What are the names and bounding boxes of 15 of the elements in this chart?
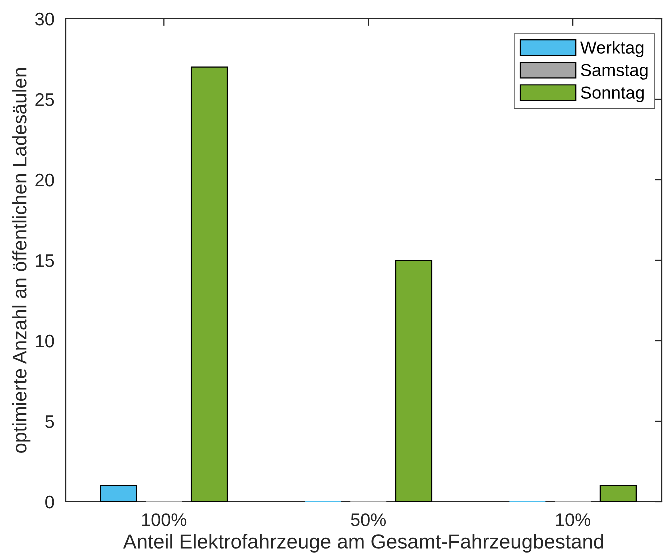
y-tick-label: 15: [36, 254, 54, 268]
x-axis-title: Anteil Elektrofahrzeuge am Gesamt-Fahrzeugbestand: [123, 534, 604, 553]
y-tick-label: 20: [36, 174, 54, 187]
y-axis-title: optimierte Anzahl an öffentlichen Ladesäulen: [12, 68, 31, 453]
y-tick-label: 0: [46, 496, 54, 509]
y-tick-label: 5: [46, 416, 54, 428]
legend-label: Sonntag: [581, 86, 644, 102]
legend-label: Werktag: [580, 41, 644, 58]
y-tick-label: 25: [36, 93, 54, 106]
x-tick-label: 50%: [351, 514, 386, 526]
y-tick-label: 10: [36, 334, 54, 348]
legend-label: Samstag: [581, 64, 648, 80]
y-tick-label: 30: [35, 12, 54, 26]
x-tick-label: 100%: [142, 514, 187, 526]
x-tick-label: 10%: [556, 514, 590, 526]
